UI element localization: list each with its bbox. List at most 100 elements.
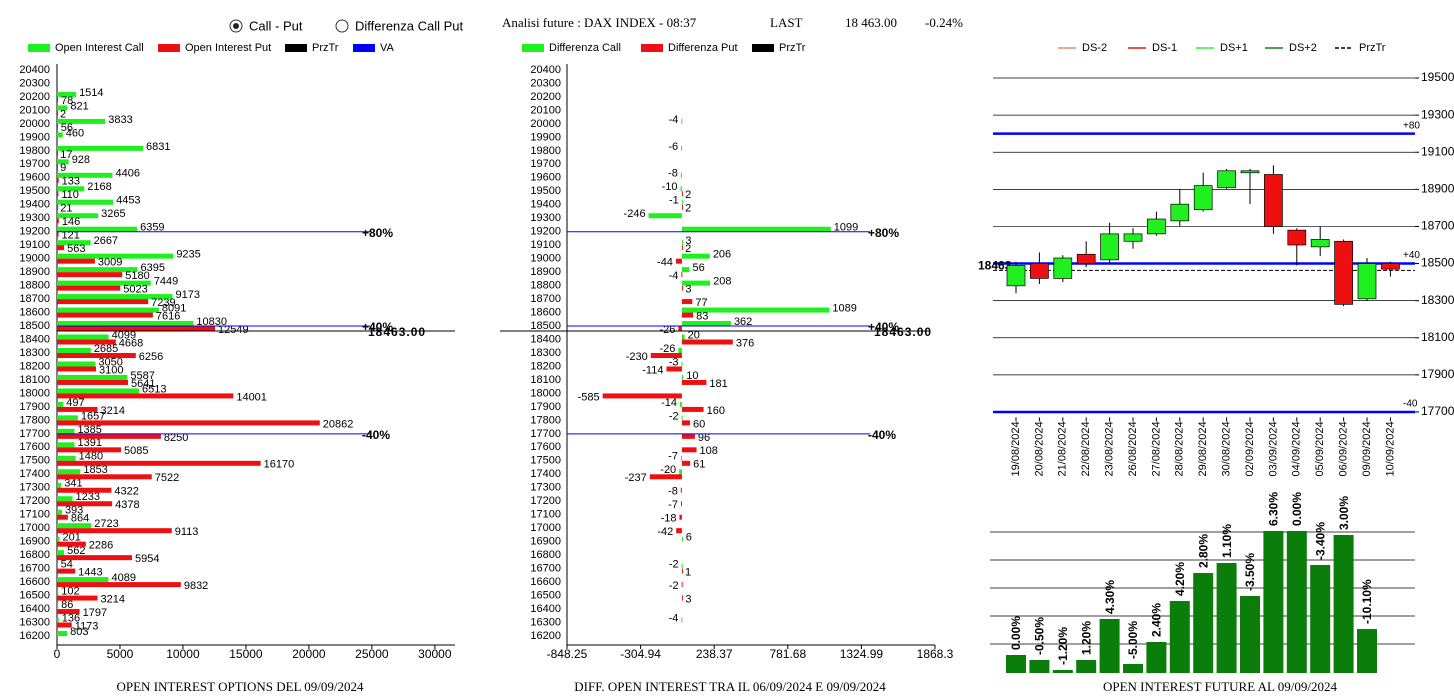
value-label: 2 [685, 203, 691, 215]
y-tick-label: 18500 [1421, 256, 1454, 270]
category-label: 17600 [19, 441, 50, 453]
value-label: 146 [62, 216, 80, 228]
bar [681, 118, 683, 124]
x-tick-label: 20/08/2024 [1033, 421, 1045, 476]
y-tick-label: 19500 [1421, 70, 1454, 84]
category-label: 16800 [530, 549, 561, 561]
value-label: -14 [661, 397, 677, 409]
bar [57, 577, 109, 583]
category-label: 17500 [19, 455, 50, 467]
bar [681, 447, 697, 453]
category-label: 18300 [530, 347, 561, 359]
category-label: 18000 [530, 387, 561, 399]
bar [1099, 619, 1120, 673]
value-label: 5954 [135, 553, 159, 565]
bar [681, 204, 683, 210]
last-label: LAST [770, 15, 803, 30]
bar [681, 272, 683, 278]
bar [57, 617, 59, 623]
legend-label: Open Interest Call [55, 42, 144, 54]
category-label: 16400 [530, 603, 561, 615]
category-label: 17100 [530, 509, 561, 521]
bar [57, 204, 58, 210]
bar [57, 568, 76, 574]
radio-button[interactable] [335, 19, 349, 33]
y-tick-label: 18100 [1421, 330, 1454, 344]
value-label: 393 [65, 505, 83, 517]
candle-body [1240, 170, 1260, 174]
candle-body [1264, 174, 1283, 227]
value-label: 2 [685, 189, 691, 201]
candle-body [1076, 253, 1096, 264]
bar [57, 172, 113, 178]
legend-swatch [28, 44, 50, 52]
category-label: 20400 [19, 64, 50, 76]
value-label: 9 [60, 162, 66, 174]
category-label: 17100 [19, 509, 50, 521]
category-label: 18400 [19, 333, 50, 345]
bar [57, 460, 261, 466]
value-label: -26 [659, 343, 675, 355]
legend-label: DS-2 [1082, 42, 1107, 54]
value-label: -4 [669, 612, 679, 624]
x-tick-label: 15000 [229, 647, 263, 661]
bar-label: 4.20% [1173, 562, 1187, 596]
value-label: 9113 [175, 526, 199, 538]
bar [57, 191, 59, 197]
value-label: 160 [707, 405, 725, 417]
x-tick-label: 0 [54, 647, 61, 661]
va-label: +80% [362, 226, 393, 240]
x-tick-label: 20000 [292, 647, 326, 661]
bar [57, 442, 75, 448]
x-tick-label: 09/09/2024 [1361, 421, 1373, 476]
candle-body [1310, 239, 1330, 248]
radio-label[interactable]: Differenza Call Put [355, 18, 464, 33]
value-label: 5587 [130, 370, 154, 382]
bar [57, 455, 76, 461]
x-tick-label: 238.37 [696, 647, 733, 661]
bar [57, 123, 58, 129]
bar-label: -5.00% [1126, 621, 1140, 659]
y-tick-label: 19100 [1421, 144, 1454, 158]
bar [679, 469, 682, 475]
category-label: 17800 [530, 414, 561, 426]
value-label: -44 [657, 257, 673, 269]
legend-label: Differenza Call [549, 42, 621, 54]
category-label: 16500 [19, 589, 50, 601]
bar [57, 132, 63, 138]
bar [680, 186, 682, 192]
value-label: 5180 [125, 270, 149, 282]
category-label: 20100 [530, 104, 561, 116]
value-label: 6256 [139, 351, 163, 363]
category-label: 19700 [19, 158, 50, 170]
radio-label[interactable]: Call - Put [249, 18, 303, 33]
bar-label: 3.00% [1337, 496, 1351, 530]
radio-call-put[interactable]: Call - Put [229, 18, 303, 33]
category-label: 19500 [19, 185, 50, 197]
bar [1240, 596, 1260, 673]
value-label: -2 [669, 559, 679, 571]
legend-swatch [158, 44, 180, 52]
value-label: 3265 [101, 208, 125, 220]
bar [680, 455, 682, 461]
x-tick-label: 5000 [107, 647, 134, 661]
category-label: 16900 [530, 536, 561, 548]
value-label: -114 [642, 364, 663, 376]
x-tick-label: -848.25 [547, 647, 588, 661]
bar-label: 1.10% [1220, 524, 1234, 558]
bar [681, 245, 683, 251]
value-label: 3 [685, 593, 691, 605]
bar [680, 501, 682, 507]
value-label: 497 [66, 397, 84, 409]
bar [680, 172, 682, 178]
value-label: 9173 [176, 289, 200, 301]
legend-label: VA [380, 42, 395, 54]
radio-diff[interactable]: Differenza Call Put [335, 18, 464, 33]
bar [681, 433, 695, 439]
legend-label: Open Interest Put [185, 42, 271, 54]
category-label: 16400 [19, 603, 50, 615]
category-label: 16200 [530, 630, 561, 642]
category-label: 19800 [19, 145, 50, 157]
bar [681, 145, 683, 151]
